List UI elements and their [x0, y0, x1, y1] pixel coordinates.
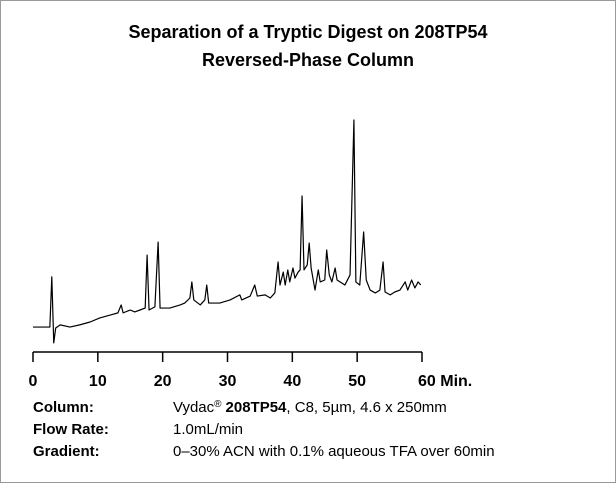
x-tick-label: 40: [283, 373, 301, 390]
chromatogram-trace: [33, 119, 422, 344]
detail-part: ®: [214, 399, 222, 410]
detail-label: Gradient:: [33, 443, 100, 460]
detail-value: 0–30% ACN with 0.1% aqueous TFA over 60m…: [173, 443, 495, 460]
chart-title: Reversed-Phase Column: [202, 50, 414, 70]
detail-part: 208TP54: [226, 399, 288, 416]
x-tick-label: 0: [29, 373, 38, 390]
x-tick-label: 10: [89, 373, 107, 390]
detail-value: Vydac® 208TP54, C8, 5µm, 4.6 x 250mm: [173, 399, 447, 417]
detail-part: 0–30% ACN with 0.1% aqueous TFA over 60m…: [173, 443, 495, 460]
x-tick-label: 20: [154, 373, 172, 390]
x-tick-label: 50: [348, 373, 366, 390]
detail-label: Column:: [33, 399, 94, 416]
x-tick-label: 60 Min.: [418, 373, 472, 390]
detail-label: Flow Rate:: [33, 421, 109, 438]
chart-title: Separation of a Tryptic Digest on 208TP5…: [128, 22, 487, 42]
detail-part: 1.0mL/min: [173, 421, 243, 438]
detail-value: 1.0mL/min: [173, 421, 243, 438]
detail-part: , C8, 5µm, 4.6 x 250mm: [286, 399, 446, 416]
x-tick-label: 30: [219, 373, 237, 390]
detail-part: Vydac: [173, 399, 215, 416]
